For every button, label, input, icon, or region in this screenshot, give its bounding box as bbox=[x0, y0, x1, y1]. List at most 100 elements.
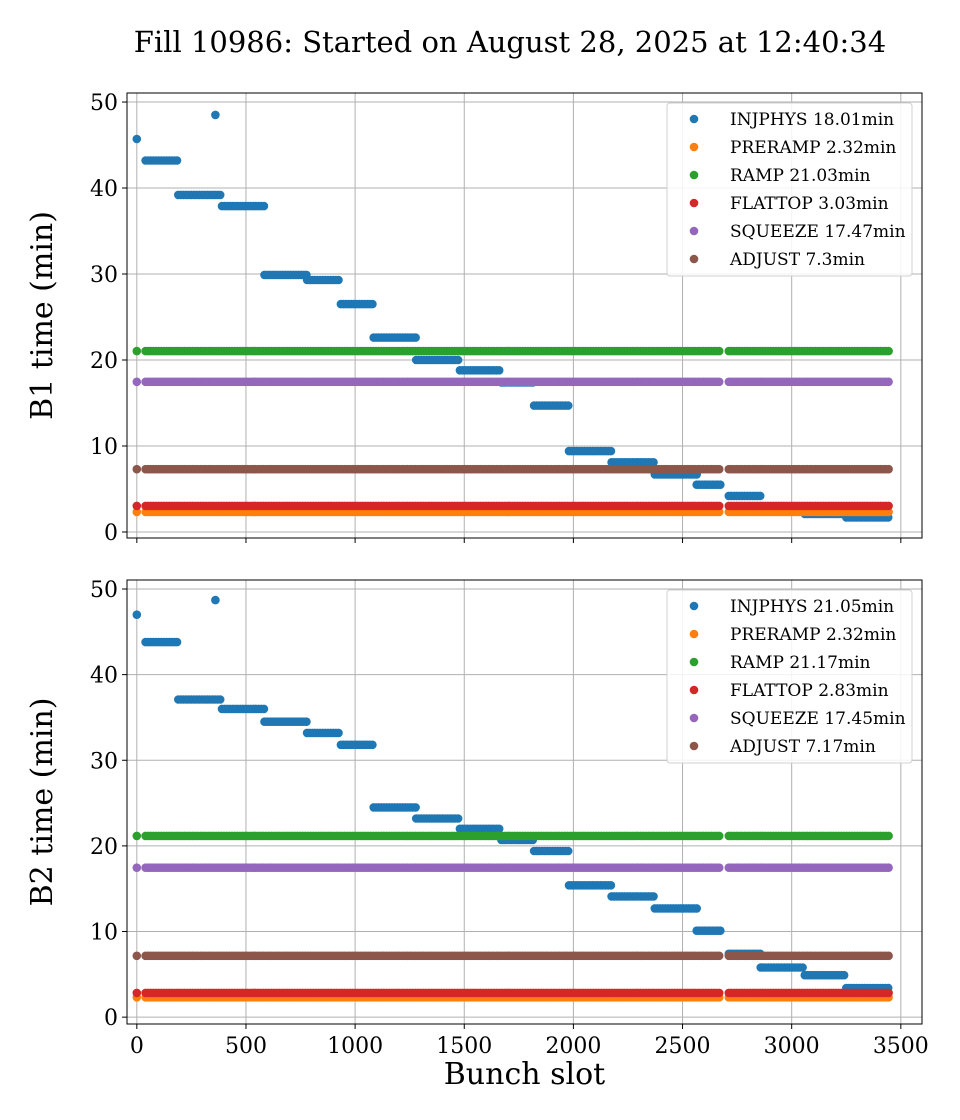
legend-label: ADJUST 7.17min bbox=[729, 737, 876, 757]
y-tick-label: 0 bbox=[104, 521, 118, 546]
data-point bbox=[132, 610, 142, 619]
y-tick-label: 20 bbox=[90, 349, 118, 374]
data-point bbox=[884, 831, 893, 841]
series-flattop bbox=[132, 501, 893, 511]
data-point bbox=[755, 491, 765, 501]
legend-label: INJPHYS 18.01min bbox=[730, 110, 894, 130]
y-tick-label: 0 bbox=[104, 1006, 118, 1031]
data-point bbox=[606, 446, 616, 456]
legend-marker bbox=[689, 713, 699, 723]
data-point bbox=[368, 740, 377, 750]
x-tick-label: 500 bbox=[225, 1034, 267, 1059]
legend-marker bbox=[689, 685, 699, 695]
legend-box bbox=[666, 102, 913, 277]
y-axis-label: B2 time (min) bbox=[25, 698, 60, 907]
x-tick-label: 3500 bbox=[873, 1034, 929, 1059]
data-point bbox=[302, 717, 311, 726]
data-point bbox=[884, 951, 893, 961]
data-point bbox=[132, 831, 142, 841]
legend-marker bbox=[689, 198, 699, 208]
y-tick-label: 40 bbox=[90, 177, 118, 202]
data-point bbox=[453, 355, 463, 365]
x-tick-label: 1000 bbox=[327, 1034, 383, 1059]
data-point bbox=[714, 464, 724, 474]
legend-marker bbox=[689, 142, 699, 152]
x-axis-label: Bunch slot bbox=[444, 1057, 605, 1092]
legend-marker bbox=[689, 114, 699, 124]
data-point bbox=[259, 201, 269, 211]
data-point bbox=[714, 863, 724, 872]
data-point bbox=[563, 846, 573, 856]
data-point bbox=[716, 926, 725, 935]
data-point bbox=[716, 480, 725, 490]
data-point bbox=[798, 963, 807, 972]
data-point bbox=[132, 507, 142, 517]
data-point bbox=[334, 728, 343, 738]
data-point bbox=[132, 377, 142, 387]
x-tick-label: 2500 bbox=[655, 1034, 711, 1059]
data-point bbox=[494, 824, 504, 834]
subplot-2: 0 500 1000 1500 2000 2500 3000 3500 0 10 20 30 40 50 B… bbox=[25, 578, 929, 1092]
series-adjust bbox=[132, 951, 893, 961]
data-point bbox=[884, 988, 893, 998]
data-point bbox=[172, 637, 182, 647]
legend-label: RAMP 21.17min bbox=[730, 653, 871, 673]
data-point bbox=[132, 951, 142, 961]
y-tick-label: 40 bbox=[90, 664, 118, 689]
data-point bbox=[839, 970, 849, 980]
data-point bbox=[649, 458, 658, 467]
data-point bbox=[259, 704, 269, 714]
legend-label: PRERAMP 2.32min bbox=[730, 625, 896, 645]
data-point bbox=[132, 134, 142, 144]
axes-frame bbox=[126, 92, 923, 539]
x-tick-label: 3000 bbox=[764, 1034, 820, 1059]
legend-marker bbox=[689, 170, 699, 180]
data-point bbox=[692, 904, 701, 913]
data-point bbox=[884, 346, 893, 356]
data-point bbox=[714, 951, 724, 961]
data-point bbox=[714, 988, 724, 998]
y-axis-label: B1 time (min) bbox=[25, 211, 60, 420]
data-point bbox=[411, 803, 420, 812]
legend-label: RAMP 21.03min bbox=[730, 166, 871, 186]
series-squeeze bbox=[132, 863, 893, 872]
legend-label: SQUEEZE 17.47min bbox=[730, 222, 906, 242]
data-point bbox=[132, 346, 142, 356]
data-point bbox=[411, 333, 420, 342]
y-tick-label: 10 bbox=[90, 921, 118, 946]
data-point bbox=[368, 299, 377, 309]
y-tick-label: 30 bbox=[90, 749, 118, 774]
subplot-1: 0 10 20 30 40 50 B1 time (min) INJPHYS 18.01min… bbox=[25, 91, 923, 546]
legend-label: FLATTOP 3.03min bbox=[730, 194, 889, 214]
series-ramp bbox=[132, 831, 893, 841]
data-point bbox=[606, 881, 616, 890]
legend-box bbox=[666, 589, 913, 764]
y-tick-label: 30 bbox=[90, 263, 118, 288]
legend-label: ADJUST 7.3min bbox=[729, 250, 865, 270]
data-point bbox=[494, 366, 504, 375]
axes-frame bbox=[126, 579, 923, 1025]
data-point bbox=[215, 190, 225, 200]
data-point bbox=[714, 377, 724, 387]
x-tick-label: 1500 bbox=[436, 1034, 492, 1059]
legend-label: INJPHYS 21.05min bbox=[730, 597, 894, 617]
legend-label: SQUEEZE 17.45min bbox=[730, 709, 906, 729]
data-point bbox=[453, 814, 463, 823]
series-adjust bbox=[132, 464, 893, 474]
series-squeeze bbox=[132, 377, 893, 387]
data-point bbox=[211, 110, 220, 120]
legend-marker bbox=[689, 226, 699, 236]
series-ramp bbox=[132, 346, 893, 356]
legend-label: PRERAMP 2.32min bbox=[730, 138, 896, 158]
data-point bbox=[132, 464, 142, 474]
y-tick-label: 20 bbox=[90, 835, 118, 860]
data-point bbox=[211, 595, 220, 605]
data-point bbox=[884, 863, 893, 872]
data-point bbox=[172, 156, 182, 165]
data-point bbox=[132, 501, 142, 511]
legend: INJPHYS 18.01min PRERAMP 2.32min RAMP 21.0… bbox=[666, 102, 913, 277]
y-tick-label: 50 bbox=[90, 578, 118, 603]
data-point bbox=[132, 988, 142, 998]
